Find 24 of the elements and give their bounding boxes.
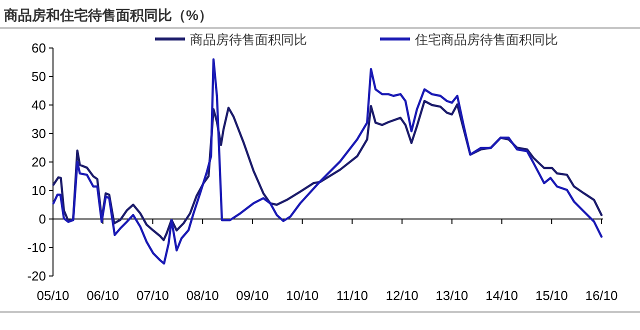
x-tick-label: 05/10 [36, 288, 70, 303]
chart-title: 商品房和住宅待售面积同比（%） [3, 7, 212, 23]
y-tick-label: 10 [32, 183, 46, 198]
x-tick-label: 14/10 [485, 288, 518, 303]
x-tick-label: 10/10 [286, 288, 319, 303]
legend-label: 商品房待售面积同比 [190, 32, 307, 47]
x-tick-label: 15/10 [535, 288, 568, 303]
x-tick-label: 16/10 [585, 288, 618, 303]
x-tick-label: 09/10 [236, 288, 269, 303]
y-tick-label: 30 [32, 126, 46, 141]
x-tick-label: 12/10 [386, 288, 418, 303]
legend-label: 住宅商品房待售面积同比 [414, 32, 558, 47]
x-tick-label: 06/10 [86, 288, 120, 303]
y-tick-label: 40 [32, 98, 46, 112]
x-tick-label: 13/10 [436, 288, 468, 303]
y-tick-label: 20 [32, 154, 46, 170]
x-tick-label: 07/10 [136, 288, 169, 303]
y-tick-label: 50 [32, 69, 46, 84]
y-tick-label: -20 [27, 268, 46, 284]
y-tick-label: 60 [32, 40, 46, 56]
y-tick-label: -10 [27, 240, 46, 255]
x-tick-label: 08/10 [186, 288, 219, 303]
x-tick-label: 11/10 [336, 288, 368, 303]
y-tick-label: 0 [38, 212, 46, 226]
